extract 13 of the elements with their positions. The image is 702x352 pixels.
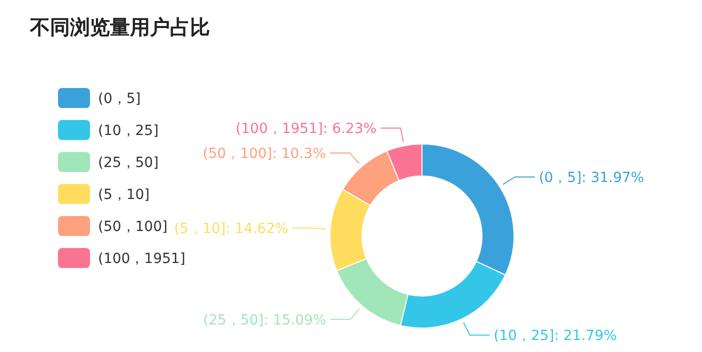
legend-label: (25，50] (98, 155, 159, 171)
legend-label: (10，25] (98, 123, 159, 139)
chart-title: 不同浏览量用户占比 (29, 15, 210, 39)
legend-label: (50，100] (98, 219, 168, 235)
legend-label: (100，1951] (98, 251, 186, 267)
data-label: (10，25]: 21.79% (494, 328, 617, 344)
legend-label: (0，5] (98, 91, 141, 107)
data-label: (100，1951]: 6.23% (236, 121, 377, 138)
data-label: (25，50]: 15.09% (203, 312, 326, 328)
legend-label: (5，10] (98, 187, 150, 203)
data-label: (5，10]: 14.62% (174, 220, 288, 237)
data-label: (50，100]: 10.3% (202, 146, 326, 162)
data-label: (0，5]: 31.97% (538, 170, 644, 186)
